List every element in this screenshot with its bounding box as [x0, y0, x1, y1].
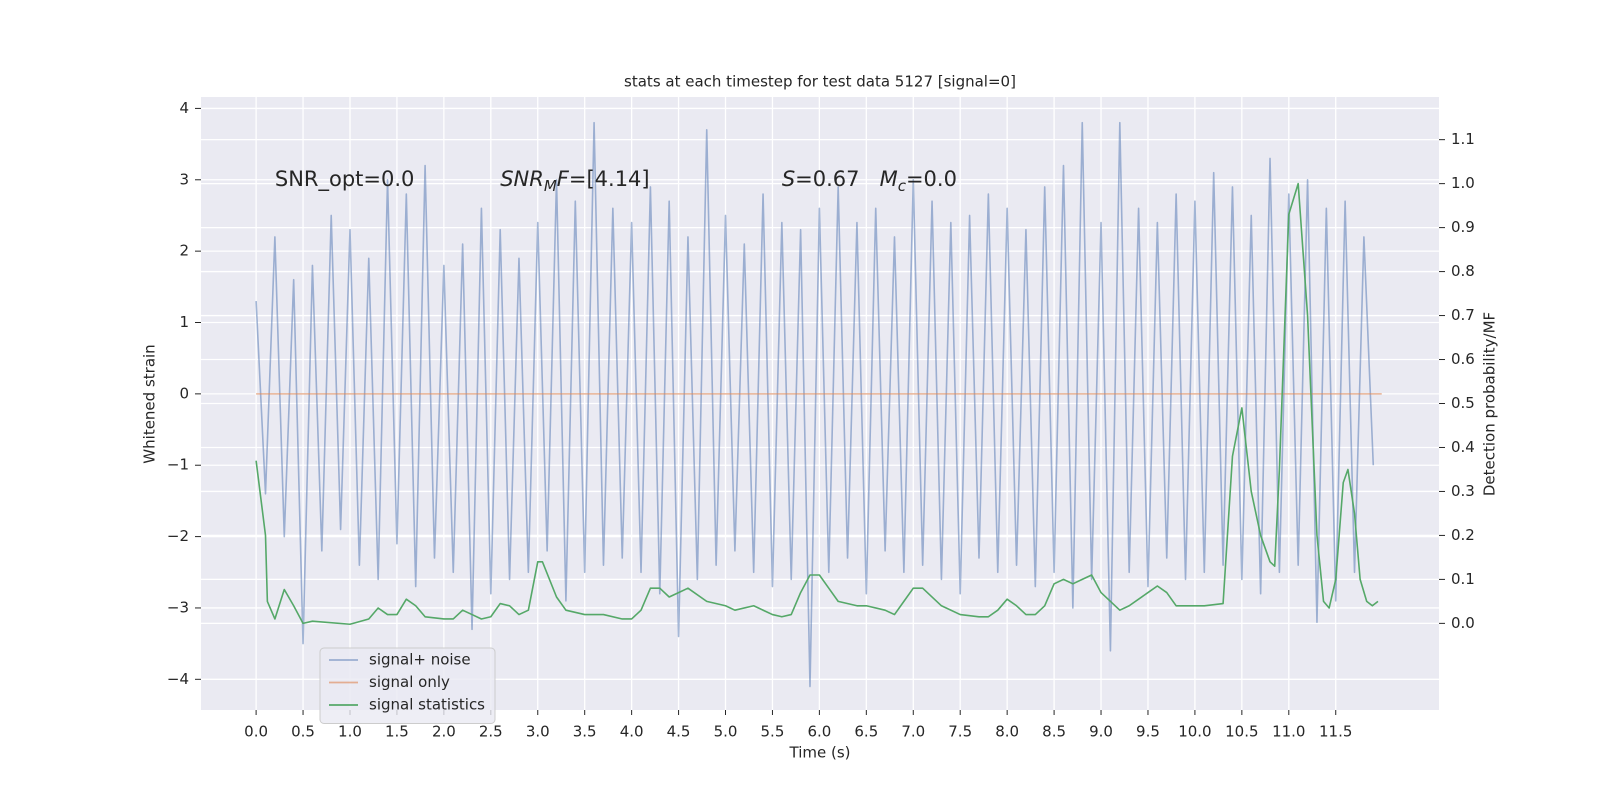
annotation-part: =0.67 [795, 167, 879, 191]
y-tick-label: −2 [167, 527, 189, 545]
x-tick-label: 10.5 [1225, 723, 1258, 741]
x-tick-label: 2.5 [479, 723, 503, 741]
annotation-part: =0.0 [906, 167, 957, 191]
annotation-part: M [880, 167, 898, 191]
annotation-part: c [898, 176, 907, 194]
legend-box [319, 647, 496, 724]
x-tick-label: 0.5 [291, 723, 315, 741]
y-tick-label: 2 [179, 242, 189, 260]
y2-tick-label: 0.8 [1451, 262, 1475, 280]
y2-axis-label: Detection probability/MF [1481, 312, 1499, 496]
x-tick-label: 1.0 [338, 723, 362, 741]
y-tick-label: 0 [179, 384, 189, 402]
annotation: SNR_opt=0.0 [275, 167, 415, 192]
x-tick-label: 2.0 [432, 723, 456, 741]
legend-label: signal+ noise [369, 651, 471, 669]
x-tick-label: 8.0 [995, 723, 1019, 741]
x-tick-label: 3.5 [573, 723, 597, 741]
y-tick-label: 3 [179, 170, 189, 188]
chart-title: stats at each timestep for test data 512… [624, 73, 1016, 91]
y2-tick-label: 0.6 [1451, 350, 1475, 368]
grid [201, 97, 1439, 710]
annotation-part: SNR_opt=0.0 [275, 167, 415, 192]
annotation-part: F [557, 167, 570, 191]
y2-tick-label: 0.7 [1451, 306, 1475, 324]
x-tick-label: 6.5 [854, 723, 878, 741]
y2-tick-label: 0.4 [1451, 438, 1475, 456]
legend-label: signal statistics [369, 696, 485, 714]
x-tick-label: 7.0 [901, 723, 925, 741]
annotation-part: =[4.14] [569, 167, 650, 191]
x-tick-label: 8.5 [1042, 723, 1066, 741]
x-tick-label: 1.5 [385, 723, 409, 741]
x-tick-label: 4.0 [620, 723, 644, 741]
y-tick-label: −1 [167, 456, 189, 474]
y2-tick-label: 1.0 [1451, 174, 1475, 192]
x-tick-label: 11.5 [1319, 723, 1352, 741]
x-tick-label: 9.0 [1089, 723, 1113, 741]
series-line [255, 182, 1379, 626]
x-tick-label: 0.0 [244, 723, 268, 741]
legend-label: signal only [369, 673, 450, 691]
y-tick-label: −4 [167, 670, 189, 688]
y-tick-label: 4 [179, 99, 189, 117]
annotation: SNRMF=[4.14] [500, 167, 649, 195]
y2-tick-label: 1.1 [1451, 130, 1475, 148]
x-tick-label: 10.0 [1178, 723, 1211, 741]
y-tick-label: −3 [167, 598, 189, 616]
series-line [255, 121, 1375, 688]
y-tick-label: 1 [179, 313, 189, 331]
y2-tick-label: 0.1 [1451, 570, 1475, 588]
annotation-part: M [544, 176, 557, 194]
y2-tick-label: 0.3 [1451, 482, 1475, 500]
y-axis-label: Whitened strain [141, 344, 159, 463]
annotation: S=0.67 Mc=0.0 [782, 167, 957, 195]
x-axis-label: Time (s) [789, 744, 851, 762]
annotation-part: SNR [500, 167, 544, 191]
x-tick-label: 9.5 [1136, 723, 1160, 741]
y2-tick-label: 0.0 [1451, 614, 1475, 632]
x-tick-label: 4.5 [667, 723, 691, 741]
x-tick-label: 5.5 [761, 723, 785, 741]
y2-tick-label: 0.5 [1451, 394, 1475, 412]
y2-tick-label: 0.9 [1451, 218, 1475, 236]
x-tick-label: 7.5 [948, 723, 972, 741]
x-tick-label: 5.0 [714, 723, 738, 741]
x-tick-label: 11.0 [1272, 723, 1305, 741]
x-tick-label: 3.0 [526, 723, 550, 741]
y2-tick-label: 0.2 [1451, 526, 1475, 544]
x-tick-label: 6.0 [807, 723, 831, 741]
annotation-part: S [782, 167, 795, 191]
